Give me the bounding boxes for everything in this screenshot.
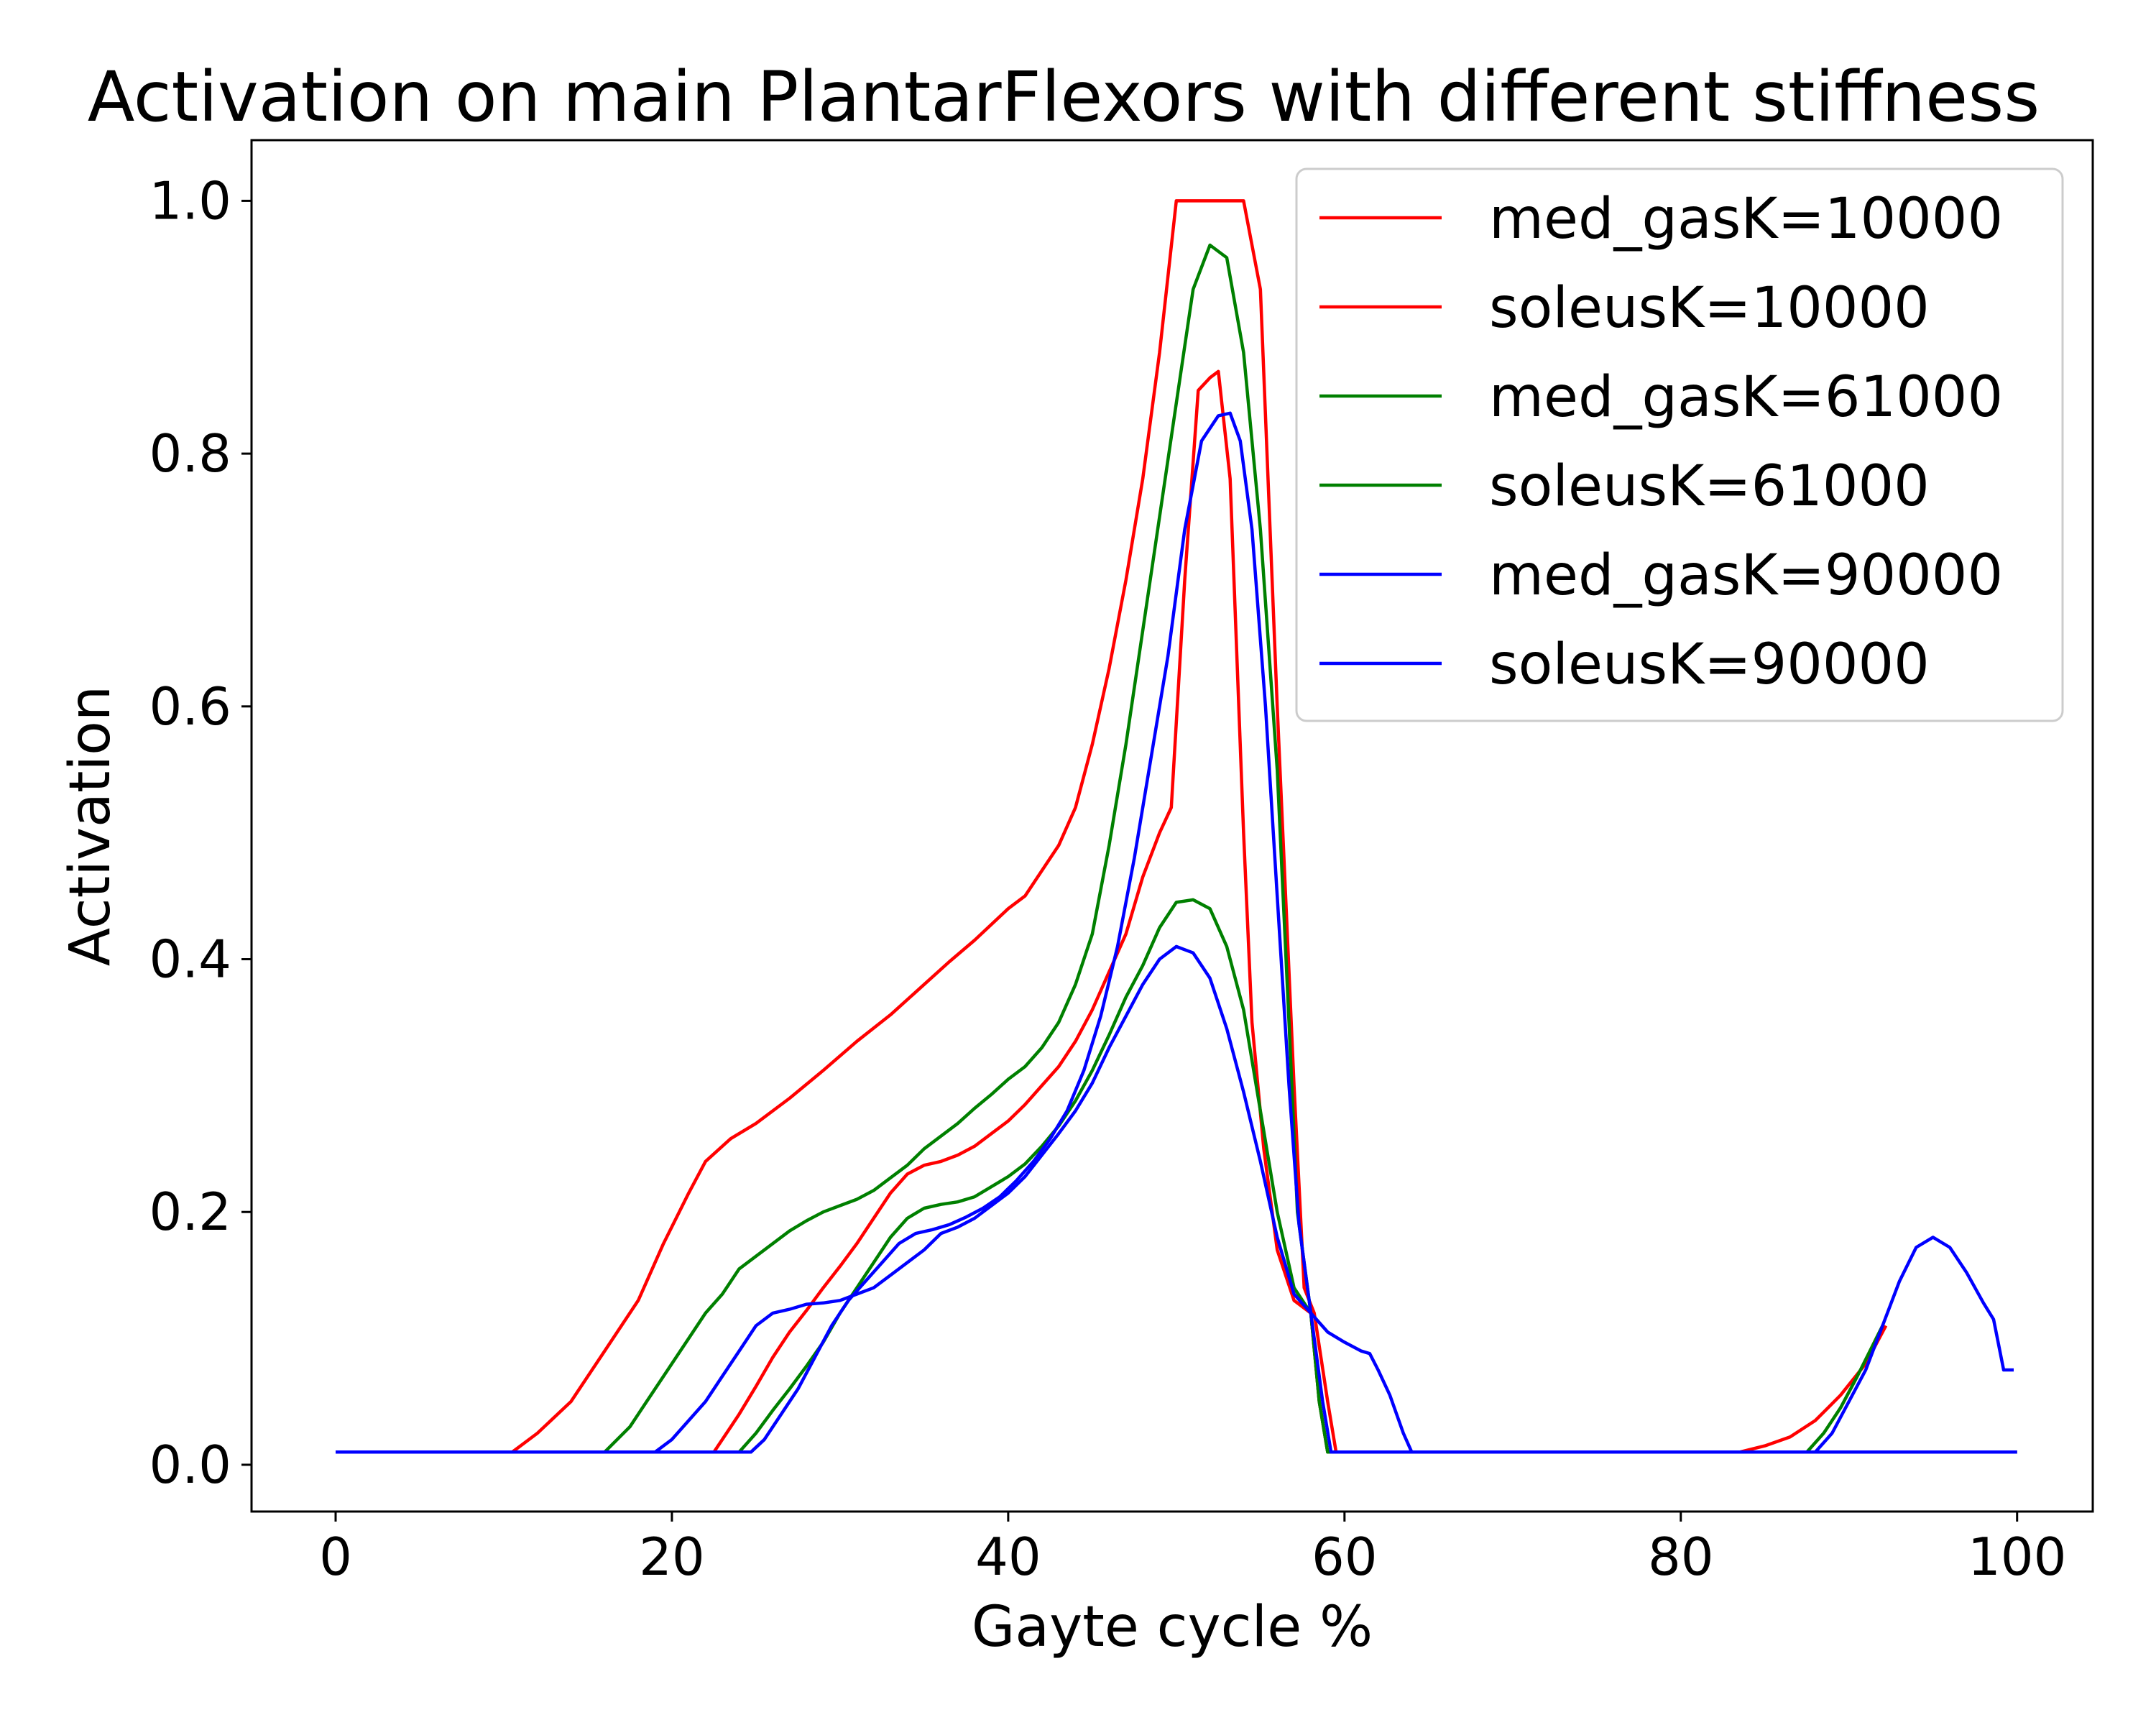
legend: med_gasK=10000 soleusK=10000 med_gasK=6100… <box>1295 167 2064 722</box>
y-tick-label: 0.6 <box>149 676 231 737</box>
series-line-1 <box>336 199 1888 1454</box>
x-tick-label: 0 <box>319 1527 352 1587</box>
legend-label: med_gasK=61000 <box>1489 365 2003 430</box>
y-tick-label: 0.2 <box>149 1182 231 1242</box>
series-line-2 <box>336 369 2017 1454</box>
y-tick-label: 0.0 <box>149 1435 231 1495</box>
y-tick-label: 1.0 <box>149 170 231 231</box>
y-tick-label: 0.4 <box>149 929 231 990</box>
legend-label: soleusK=10000 <box>1489 276 1930 341</box>
chart-title: Activation on main PlantarFlexors with d… <box>88 57 2040 137</box>
legend-label: soleusK=61000 <box>1489 454 1930 519</box>
x-tick-label: 20 <box>639 1527 705 1587</box>
x-tick-label: 60 <box>1312 1527 1378 1587</box>
y-axis-title: Activation <box>58 686 123 967</box>
series-layer <box>336 199 2017 1454</box>
x-tick-label: 80 <box>1648 1527 1714 1587</box>
x-axis: 0 20 40 60 80 100 <box>319 1512 2066 1587</box>
y-tick-label: 0.8 <box>149 423 231 484</box>
series-line-5 <box>336 944 2017 1454</box>
x-tick-label: 100 <box>1968 1527 2066 1587</box>
plot-frame <box>250 139 2094 1513</box>
legend-box <box>1295 167 2064 722</box>
y-axis: 0.0 0.2 0.4 0.6 0.8 1.0 <box>149 170 252 1495</box>
legend-label: med_gasK=10000 <box>1489 187 2003 252</box>
legend-label: med_gasK=90000 <box>1489 543 2003 608</box>
x-axis-title: Gayte cycle % <box>972 1595 1373 1660</box>
series-line-6 <box>336 411 2014 1454</box>
x-tick-label: 40 <box>975 1527 1041 1587</box>
legend-label: soleusK=90000 <box>1489 632 1930 697</box>
